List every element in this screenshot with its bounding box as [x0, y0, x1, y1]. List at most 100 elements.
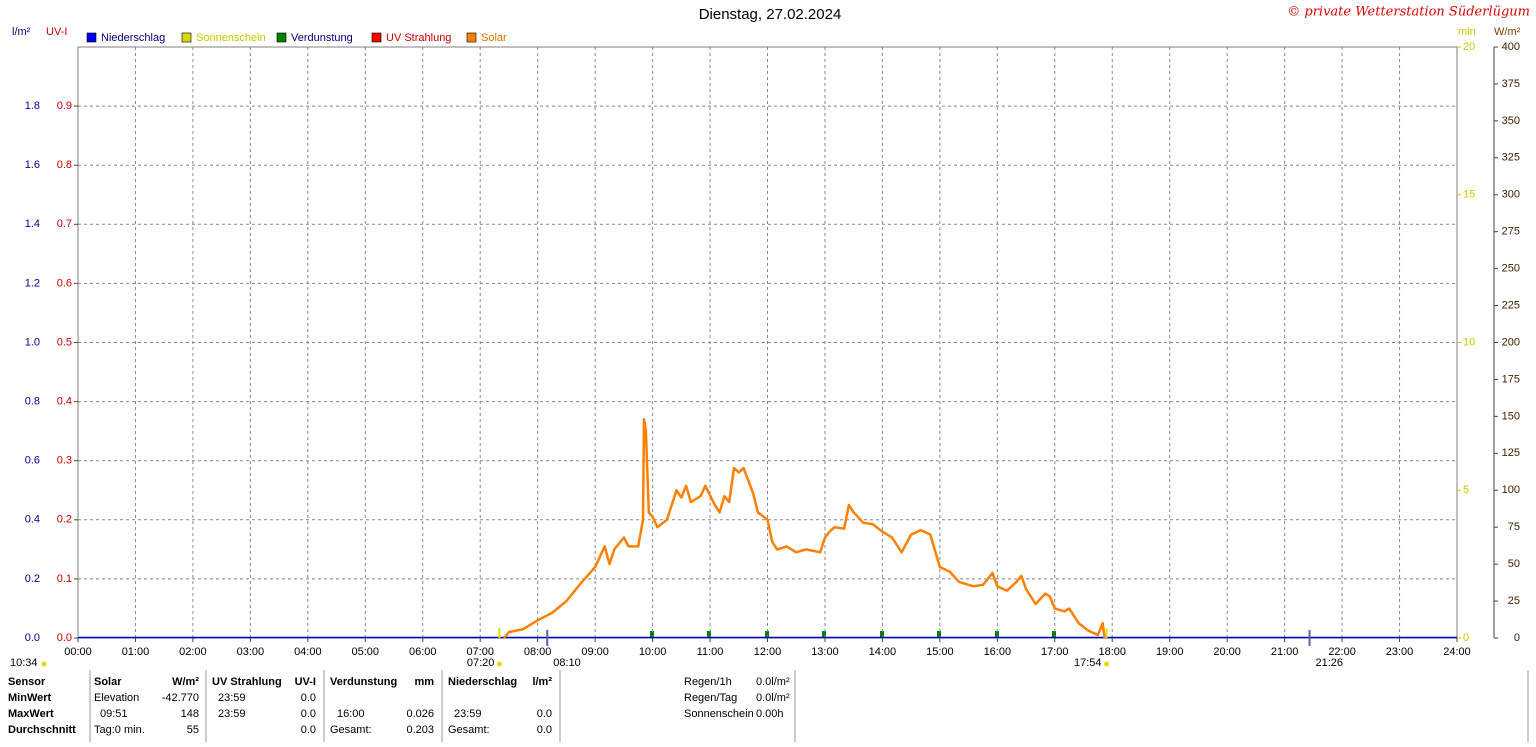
- x-tick-label: 14:00: [869, 646, 897, 658]
- y-tick-label: 1.0: [25, 336, 40, 348]
- evap-mark: [707, 631, 711, 638]
- legend-swatch: [276, 32, 287, 43]
- table-cell: l/m²: [532, 676, 552, 688]
- x-tick-label: 01:00: [122, 646, 150, 658]
- min-tick-label: 15: [1463, 189, 1475, 201]
- x-tick-label: 09:00: [581, 646, 609, 658]
- axis-label: l/m²: [12, 26, 31, 38]
- uv-tick-label: 0.1: [57, 573, 72, 585]
- x-tick-label: 22:00: [1328, 646, 1356, 658]
- table-cell: Elevation: [94, 692, 139, 704]
- table-cell: Verdunstung: [330, 676, 397, 688]
- y2-tick-label: 350: [1502, 115, 1520, 127]
- uv-tick-label: 0.5: [57, 336, 72, 348]
- x-tick-label: 11:00: [697, 646, 724, 658]
- x-tick-label: 18:00: [1098, 646, 1126, 658]
- table-cell: UV-I: [295, 676, 316, 688]
- table-cell: 0.0: [537, 724, 552, 736]
- table-cell: Sensor: [8, 676, 46, 688]
- x-tick-label: 12:00: [754, 646, 782, 658]
- current-dot: [41, 661, 47, 667]
- x-tick-label: 03:00: [237, 646, 265, 658]
- solar-line: [503, 418, 1106, 639]
- x-tick-label: 10:00: [639, 646, 667, 658]
- y2-tick-label: 175: [1502, 373, 1520, 385]
- y2-tick-label: 225: [1502, 299, 1520, 311]
- uv-tick-label: 0.6: [57, 277, 72, 289]
- uv-tick-label: 0.2: [57, 514, 72, 526]
- table-cell: 55: [187, 724, 199, 736]
- table-cell: 0.203: [406, 724, 434, 736]
- y2-tick-label: 150: [1502, 410, 1520, 422]
- y2-tick-label: 125: [1502, 447, 1520, 459]
- y2-tick-label: 200: [1502, 336, 1520, 348]
- legend-label: UV Strahlung: [386, 32, 451, 44]
- table-cell: 0.0: [301, 708, 316, 720]
- x-tick-label: 20:00: [1213, 646, 1241, 658]
- x-tick-label: 15:00: [926, 646, 954, 658]
- legend-swatch: [466, 32, 477, 43]
- table-cell: 0.026: [406, 708, 434, 720]
- table-cell: 16:00: [337, 708, 365, 720]
- legend-label: Sonnenschein: [196, 32, 266, 44]
- table-cell: Gesamt:: [448, 724, 490, 736]
- uv-tick-label: 0.0: [57, 632, 72, 644]
- table-cell: MaxWert: [8, 708, 54, 720]
- y-tick-label: 1.8: [25, 100, 40, 112]
- summary-cell: Sonnenschein: [684, 708, 754, 720]
- table-cell: mm: [414, 676, 434, 688]
- y2-tick-label: 100: [1502, 484, 1520, 496]
- min-tick-label: 10: [1463, 336, 1475, 348]
- y2-tick-label: 325: [1502, 152, 1520, 164]
- uv-tick-label: 0.3: [57, 455, 72, 467]
- table-cell: Solar: [94, 676, 122, 688]
- summary-cell: Regen/Tag: [684, 692, 737, 704]
- uv-tick-label: 0.8: [57, 159, 72, 171]
- table-separators: [89, 670, 1529, 742]
- table-cell: 0.0: [537, 708, 552, 720]
- current-time: 10:34: [10, 657, 38, 669]
- y2-tick-label: 25: [1508, 595, 1520, 607]
- y2-tick-label: 50: [1508, 558, 1520, 570]
- evaporation-marks: [650, 631, 1056, 638]
- table-cell: 0.0: [301, 724, 316, 736]
- legend-label: Verdunstung: [291, 32, 353, 44]
- table-cell: Niederschlag: [448, 676, 517, 688]
- legend-label: Solar: [481, 32, 507, 44]
- x-tick-label: 08:00: [524, 646, 552, 658]
- y-tick-label: 1.4: [25, 218, 40, 230]
- x-tick-label: 21:00: [1271, 646, 1299, 658]
- table-cell: -42.770: [162, 692, 199, 704]
- x-tick-label: 23:00: [1386, 646, 1414, 658]
- uv-tick-label: 0.7: [57, 218, 72, 230]
- y2-tick-label: 375: [1502, 78, 1520, 90]
- sun-label: 07:20: [467, 657, 495, 669]
- sun-dot: [496, 661, 502, 667]
- x-tick-label: 05:00: [352, 646, 380, 658]
- summary-cell: Regen/1h: [684, 676, 732, 688]
- y2-tick-label: 75: [1508, 521, 1520, 533]
- table-cell: Durchschnitt: [8, 724, 76, 736]
- table-cell: Gesamt:: [330, 724, 372, 736]
- x-tick-label: 04:00: [294, 646, 322, 658]
- legend-swatch: [181, 32, 192, 43]
- table-cell: W/m²: [172, 676, 199, 688]
- x-tick-label: 16:00: [984, 646, 1012, 658]
- x-tick-label: 19:00: [1156, 646, 1184, 658]
- y2-tick-label: 275: [1502, 226, 1520, 238]
- table-cell: UV Strahlung: [212, 676, 282, 688]
- y2-tick-label: 300: [1502, 189, 1520, 201]
- x-tick-label: 24:00: [1443, 646, 1471, 658]
- x-tick-label: 17:00: [1041, 646, 1069, 658]
- y2-tick-label: 250: [1502, 263, 1520, 275]
- y2-tick-label: 0: [1514, 632, 1520, 644]
- y-tick-label: 1.2: [25, 277, 40, 289]
- evap-mark: [822, 631, 826, 638]
- y-tick-label: 0.0: [25, 632, 40, 644]
- x-tick-label: 13:00: [811, 646, 839, 658]
- table-cell: 09:51: [100, 708, 128, 720]
- table-cell: 0.0: [301, 692, 316, 704]
- legend-swatch: [86, 32, 97, 43]
- legend-label: Niederschlag: [101, 32, 165, 44]
